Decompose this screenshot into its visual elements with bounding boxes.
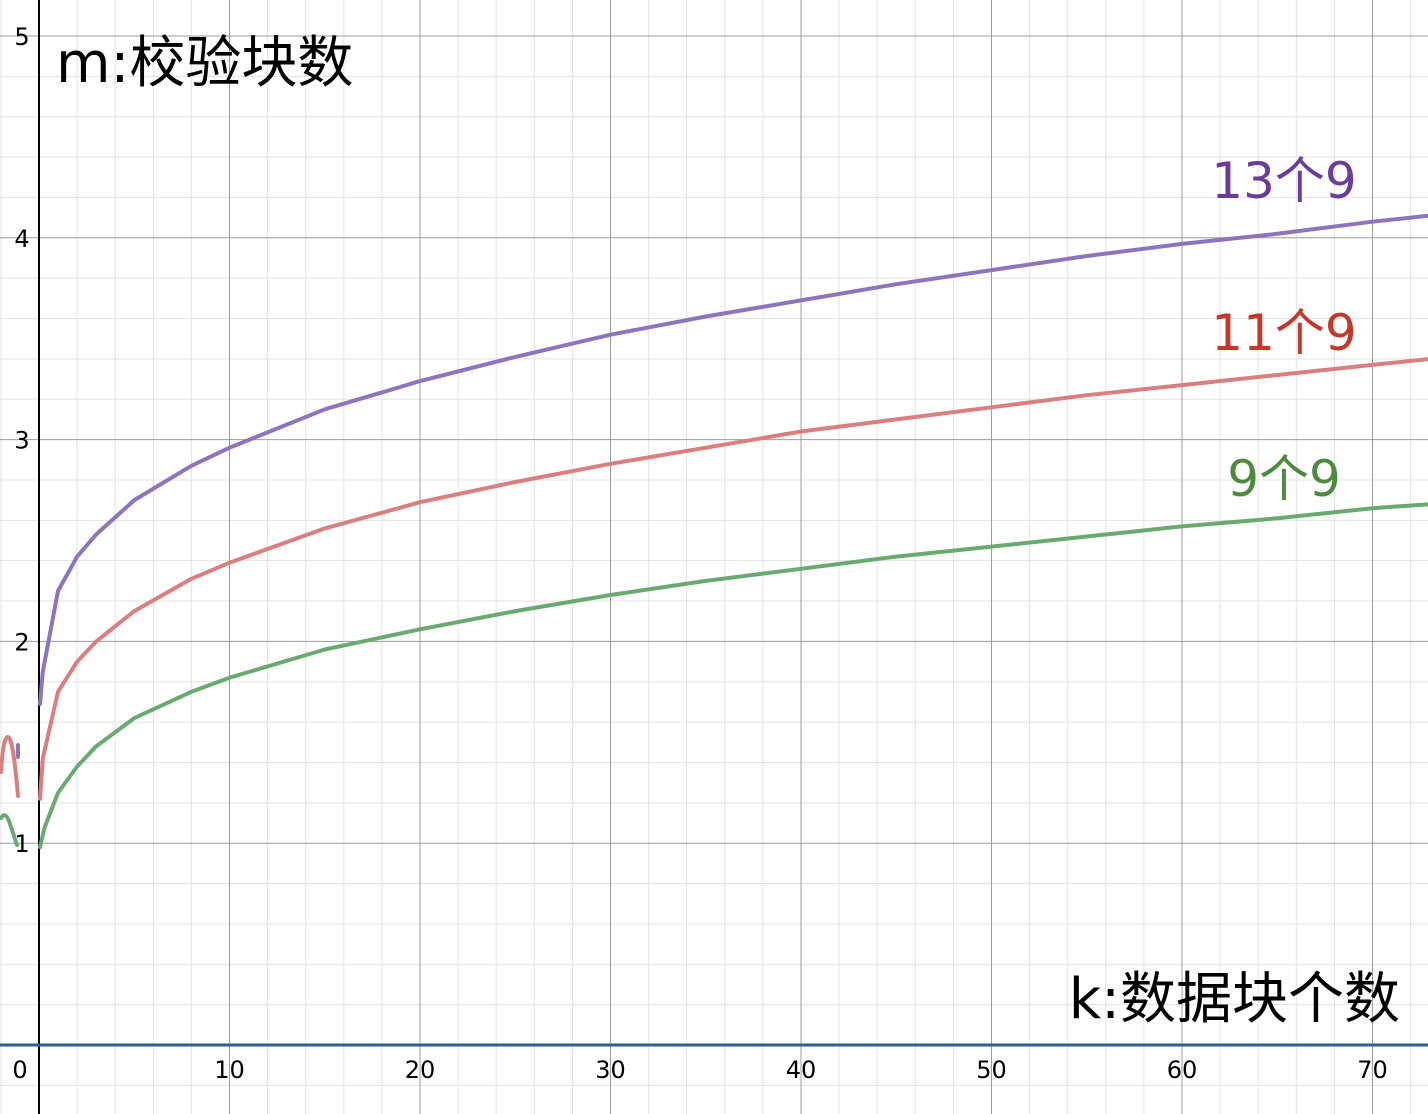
y-axis-label: m:校验块数 <box>56 31 353 96</box>
y-tick-label: 1 <box>14 830 29 858</box>
series-line-2 <box>38 502 1428 850</box>
y-tick-label: 5 <box>14 23 29 51</box>
series-label-1: 11个9 <box>1211 304 1356 362</box>
x-axis-label: k:数据块个数 <box>1069 967 1400 1032</box>
x-tick-label: 70 <box>1357 1056 1388 1084</box>
x-tick-label: 30 <box>595 1056 626 1084</box>
y-tick-label: 2 <box>14 628 29 656</box>
negative-x-curve-segments <box>0 734 20 847</box>
series-line-1 <box>38 357 1428 801</box>
x-tick-label: 40 <box>786 1056 817 1084</box>
tick-labels: 0 10 20 30 40 50 60 70 1 2 3 4 5 <box>12 23 1387 1084</box>
series-label-2: 9个9 <box>1227 450 1341 508</box>
series-lines <box>38 213 1428 850</box>
x-tick-label: 10 <box>214 1056 245 1084</box>
negative-x-segment-0 <box>0 734 20 798</box>
x-tick-label: 0 <box>12 1056 27 1084</box>
y-tick-label: 3 <box>14 427 29 455</box>
chart-labels: m:校验块数 k:数据块个数 <box>56 31 1400 1032</box>
x-tick-label: 60 <box>1167 1056 1198 1084</box>
series-label-0: 13个9 <box>1211 152 1356 210</box>
x-tick-label: 50 <box>976 1056 1007 1084</box>
series-labels: 13个9 11个9 9个9 <box>1211 152 1356 508</box>
negative-x-segment-1 <box>0 813 19 847</box>
x-tick-label: 20 <box>405 1056 436 1084</box>
series-line-0 <box>38 213 1428 706</box>
y-tick-label: 4 <box>14 225 29 253</box>
